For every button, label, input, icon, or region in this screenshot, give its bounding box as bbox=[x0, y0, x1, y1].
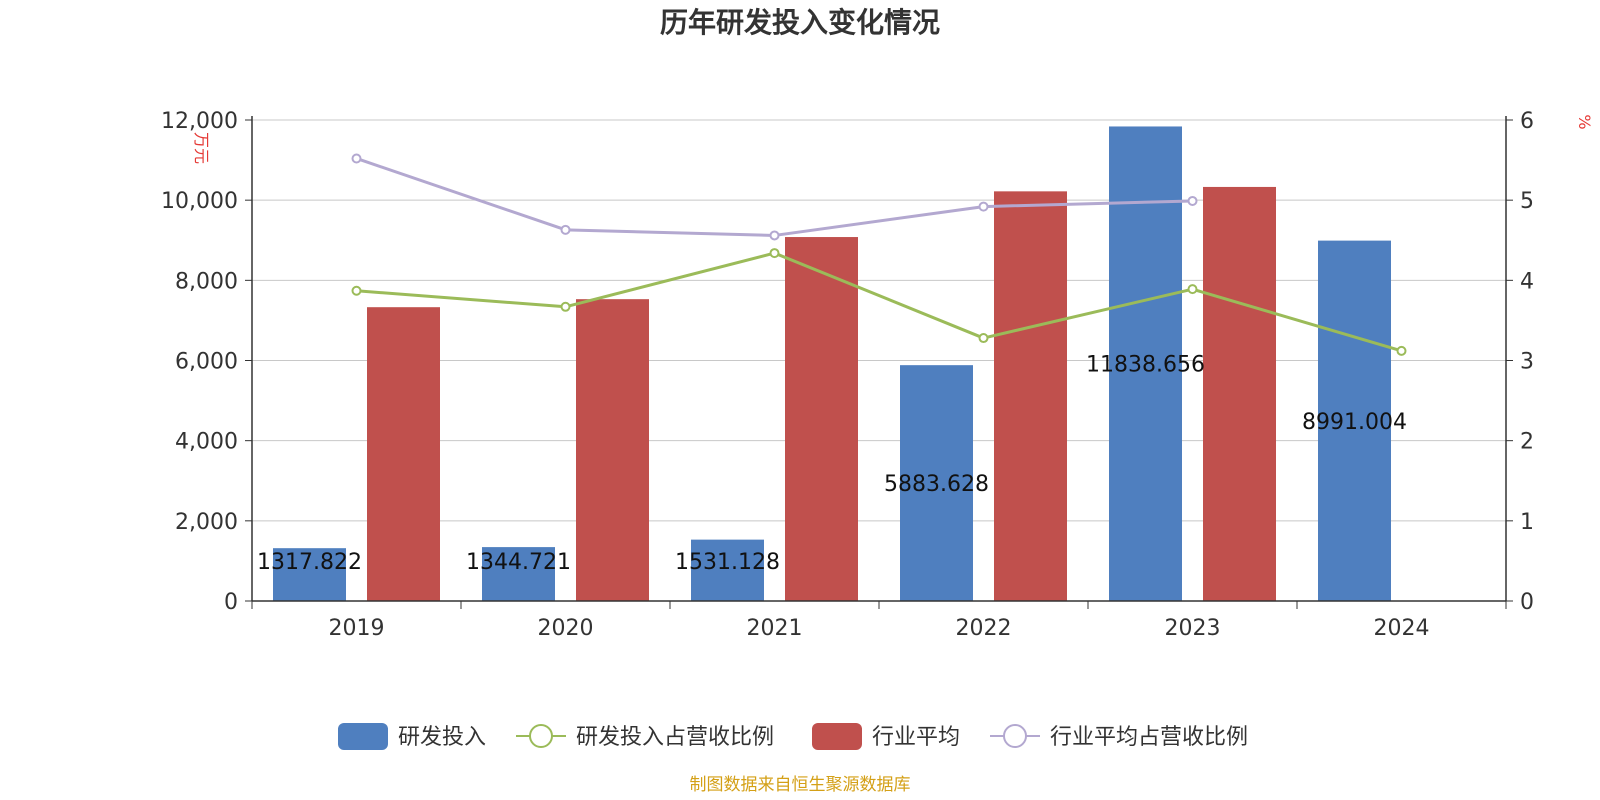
y-left-unit: 万元 bbox=[192, 132, 211, 164]
line-point bbox=[351, 285, 362, 296]
legend-swatch bbox=[338, 723, 388, 750]
y-right-tick-label: 2 bbox=[1520, 430, 1534, 455]
bar bbox=[691, 539, 764, 601]
bar bbox=[785, 237, 858, 601]
y-left-tick-label: 12,000 bbox=[161, 109, 238, 134]
legend-label: 行业平均 bbox=[872, 725, 960, 750]
line-point bbox=[560, 301, 571, 312]
x-tick-label: 2020 bbox=[538, 616, 594, 641]
line-point bbox=[560, 224, 571, 235]
series-line bbox=[356, 157, 1193, 237]
line-point bbox=[1187, 195, 1198, 206]
y-right-unit: % bbox=[1575, 114, 1594, 129]
bars bbox=[273, 126, 1391, 602]
y-right-tick-label: 6 bbox=[1520, 109, 1534, 134]
bar bbox=[1318, 240, 1391, 601]
y-left-tick-label: 4,000 bbox=[175, 430, 238, 455]
y-right-tick-label: 0 bbox=[1520, 590, 1534, 615]
data-label: 8991.004 bbox=[1302, 410, 1407, 435]
legend-marker bbox=[529, 724, 553, 748]
y-right-tick-label: 5 bbox=[1520, 189, 1534, 214]
line-point bbox=[769, 248, 780, 259]
bar bbox=[576, 299, 649, 601]
y-left-tick-label: 0 bbox=[224, 590, 238, 615]
bar bbox=[367, 307, 440, 601]
source-note: 制图数据来自恒生聚源数据库 bbox=[690, 775, 911, 795]
line-series bbox=[351, 153, 1407, 356]
axes: 0 2,000 4,000 6,000 8,000 10,000 12,000 0 1 2 3 4 5 6… bbox=[161, 109, 1534, 641]
bar bbox=[900, 365, 973, 601]
bar bbox=[273, 548, 346, 601]
y-right-tick-label: 3 bbox=[1520, 350, 1534, 375]
line-point bbox=[351, 153, 362, 164]
line-point bbox=[1396, 345, 1407, 356]
y-left-tick-label: 6,000 bbox=[175, 350, 238, 375]
legend-marker bbox=[1003, 724, 1027, 748]
data-label: 1531.128 bbox=[675, 550, 780, 575]
y-left-tick-label: 2,000 bbox=[175, 510, 238, 535]
grid-lines bbox=[252, 119, 1506, 522]
legend-label: 研发投入 bbox=[398, 725, 486, 750]
line-point bbox=[978, 201, 989, 212]
bar bbox=[1203, 186, 1276, 602]
legend-label: 研发投入占营收比例 bbox=[576, 725, 774, 750]
data-label: 1344.721 bbox=[466, 550, 571, 575]
data-labels: 1317.822 1344.721 1531.128 5883.628 11838.65… bbox=[257, 353, 1407, 575]
y-right-tick-label: 1 bbox=[1520, 510, 1534, 535]
x-tick-label: 2022 bbox=[956, 616, 1012, 641]
line-point bbox=[769, 230, 780, 241]
series-line bbox=[356, 251, 1402, 353]
y-left-tick-label: 8,000 bbox=[175, 269, 238, 294]
line-point bbox=[978, 333, 989, 344]
y-right-tick-label: 4 bbox=[1520, 269, 1534, 294]
x-tick-label: 2019 bbox=[329, 616, 385, 641]
x-tick-label: 2024 bbox=[1374, 616, 1430, 641]
bar bbox=[482, 547, 555, 601]
x-tick-label: 2021 bbox=[747, 616, 803, 641]
data-label: 11838.656 bbox=[1086, 353, 1205, 378]
legend-swatch bbox=[812, 723, 862, 750]
data-label: 1317.822 bbox=[257, 550, 362, 575]
y-left-tick-label: 10,000 bbox=[161, 189, 238, 214]
bar bbox=[994, 191, 1067, 601]
legend-label: 行业平均占营收比例 bbox=[1050, 725, 1248, 750]
line-point bbox=[1187, 284, 1198, 295]
bar bbox=[1109, 126, 1182, 601]
x-tick-label: 2023 bbox=[1165, 616, 1221, 641]
data-label: 5883.628 bbox=[884, 472, 989, 497]
chart-title: 历年研发投入变化情况 bbox=[660, 6, 940, 39]
legend: 研发投入 研发投入占营收比例 行业平均 行业平均占营收比例 bbox=[338, 723, 1248, 750]
